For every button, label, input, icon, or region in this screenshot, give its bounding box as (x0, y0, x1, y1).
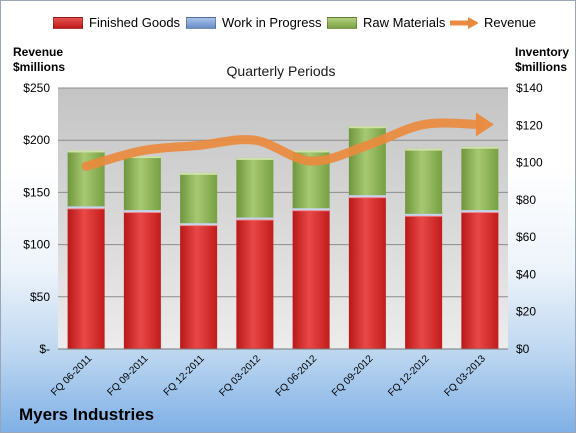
legend-swatch-work-in-progress (186, 16, 216, 29)
left-axis-title-line1: Revenue (13, 45, 64, 59)
legend-item-work-in-progress: Work in Progress (186, 15, 321, 30)
x-tick-label: FQ 06-2011 (49, 353, 94, 398)
y-tick-right: $40 (516, 267, 536, 281)
bar-work-in-progress-cap (180, 223, 218, 226)
legend-arrow-icon (450, 16, 478, 29)
y-tick-right: $0 (516, 342, 530, 356)
x-tick-label: FQ 03-2013 (442, 353, 488, 399)
legend-swatch-finished-goods (53, 16, 83, 29)
bar-finished-goods (292, 209, 330, 349)
y-tick-left: $150 (23, 185, 50, 199)
bar-raw-materials-cap (67, 150, 105, 153)
bar-raw-materials-cap (348, 126, 386, 129)
bar-finished-goods (461, 211, 499, 349)
legend-label-revenue: Revenue (484, 15, 537, 30)
bar-raw-materials-cap (180, 172, 218, 175)
y-tick-left: $200 (23, 133, 50, 147)
company-name: Myers Industries (19, 405, 155, 424)
y-tick-left: $250 (23, 81, 50, 95)
legend-label-finished-goods: Finished Goods (89, 15, 181, 30)
legend-label-raw-materials: Raw Materials (363, 15, 446, 30)
y-tick-left: $100 (23, 238, 50, 252)
bar-raw-materials (236, 157, 274, 218)
bar-work-in-progress-cap (405, 213, 443, 216)
bar-raw-materials (405, 148, 443, 214)
bar-work-in-progress-cap (348, 195, 386, 198)
y-tick-right: $60 (516, 230, 536, 244)
bar-work-in-progress-cap (236, 217, 274, 220)
bar-raw-materials-cap (236, 157, 274, 160)
legend-label-work-in-progress: Work in Progress (222, 15, 322, 30)
y-tick-right: $120 (516, 118, 543, 132)
x-tick-label: FQ 09-2011 (106, 353, 151, 398)
y-tick-right: $100 (516, 156, 543, 170)
bar-work-in-progress-cap (123, 210, 161, 213)
left-axis-title: Revenue $millions (13, 45, 65, 75)
bar-raw-materials (123, 156, 161, 211)
legend-item-raw-materials: Raw Materials (327, 15, 445, 30)
y-tick-right: $140 (516, 81, 543, 95)
bar-finished-goods (405, 214, 443, 349)
revenue-arrowhead (475, 112, 494, 137)
bar-finished-goods (236, 218, 274, 349)
right-axis-title-line1: Inventory (515, 45, 570, 59)
y-tick-left: $50 (30, 290, 50, 304)
x-tick-label: FQ 06-2012 (274, 353, 320, 399)
bar-raw-materials-cap (292, 150, 330, 153)
x-tick-label: FQ 09-2012 (330, 353, 376, 399)
bar-finished-goods (348, 196, 386, 349)
revenue-line (81, 118, 485, 171)
bar-work-in-progress-cap (67, 206, 105, 209)
bar-work-in-progress-cap (292, 208, 330, 211)
bar-work-in-progress-cap (461, 210, 499, 213)
y-tick-left: $- (39, 342, 50, 356)
bar-finished-goods (180, 224, 218, 349)
legend-item-revenue: Revenue (450, 15, 536, 30)
legend-item-finished-goods: Finished Goods (53, 15, 180, 30)
bar-raw-materials-cap (405, 148, 443, 151)
bar-raw-materials (180, 172, 218, 224)
chart-title: Quarterly Periods (226, 63, 336, 79)
bar-raw-materials (461, 146, 499, 211)
right-axis-title-line2: $millions (515, 60, 568, 74)
bar-raw-materials-cap (461, 146, 499, 149)
bar-raw-materials-cap (123, 156, 161, 159)
y-tick-right: $20 (516, 305, 536, 319)
left-axis-title-line2: $millions (13, 60, 66, 74)
bar-finished-goods (67, 207, 105, 349)
y-tick-right: $80 (516, 193, 536, 207)
right-axis-title: Inventory $millions (515, 45, 569, 75)
bar-finished-goods (123, 211, 161, 349)
legend-swatch-raw-materials (327, 16, 357, 29)
legend: Finished Goods Work in Progress Raw Mate… (1, 13, 575, 35)
x-tick-label: FQ 12-2012 (386, 353, 432, 399)
x-tick-label: FQ 03-2012 (217, 353, 263, 399)
x-tick-label: FQ 12-2011 (162, 353, 207, 398)
